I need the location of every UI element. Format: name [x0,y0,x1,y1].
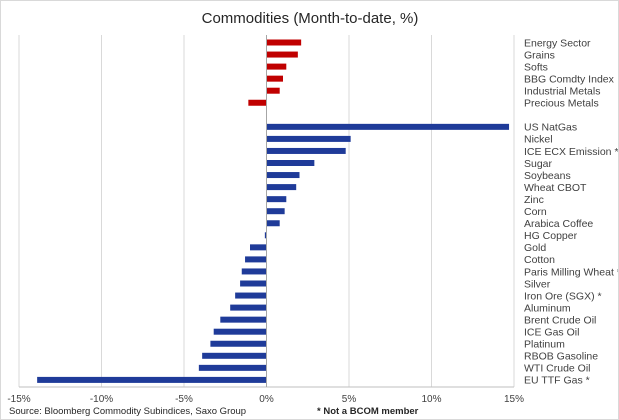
bars [37,39,510,383]
category-label: Sugar [524,158,553,170]
bar [264,232,267,239]
bar [220,316,267,323]
axes: -15% -10% -5% 0% 5% 10% 15% [7,35,524,405]
bar [248,99,267,106]
bar [266,184,297,191]
bar [235,292,267,299]
bar [266,160,315,166]
bar [266,51,298,58]
bar [266,87,280,94]
bar [266,196,287,203]
bar [213,328,267,335]
category-label: WTI Crude Oil [524,363,591,375]
bar [266,135,351,142]
category-label: ICE ECX Emission * [524,146,618,158]
x-tick-label: 10% [421,394,441,405]
category-label: Aluminum [524,302,571,314]
category-label: EU TTF Gas * [524,375,590,387]
category-label: Grains [524,49,555,61]
x-tick-label: -10% [90,394,113,405]
category-label: Cotton [524,254,555,266]
category-label: Nickel [524,134,553,146]
category-label: Precious Metals [524,98,599,110]
category-label: RBOB Gasoline [524,351,598,363]
category-label: Soybeans [524,170,571,182]
bar [266,39,302,46]
category-label: Energy Sector [524,37,591,49]
x-tick-label: 15% [504,394,524,405]
bar [245,256,267,263]
bar [250,244,267,251]
bar [202,352,267,359]
x-tick-label: -15% [7,394,30,405]
category-label: HG Copper [524,230,578,242]
x-tick-label: -5% [175,394,193,405]
category-label: Platinum [524,339,565,351]
category-label: Paris Milling Wheat * [524,266,618,278]
category-label: Iron Ore (SGX) * [524,290,602,302]
bar [266,220,280,227]
category-label: Industrial Metals [524,86,600,98]
category-label: Brent Crude Oil [524,314,596,326]
footer-note: * Not a BCOM member [317,406,419,417]
category-label: Wheat CBOT [524,182,587,194]
bar [198,364,267,371]
footer-source: Source: Bloomberg Commodity Subindices, … [9,406,246,417]
bar [37,376,267,383]
category-label: Softs [524,61,548,73]
category-label: US NatGas [524,122,577,134]
bar [266,172,300,179]
chart-title: Commodities (Month-to-date, %) [202,10,419,27]
x-tick-label: 0% [259,394,274,405]
category-label: Arabica Coffee [524,218,593,230]
bar [210,340,267,347]
category-label: Zinc [524,194,544,206]
bar [266,75,283,82]
bar [240,280,267,287]
category-label: BBG Comdty Index [524,73,615,85]
x-tick-label: 5% [342,394,357,405]
category-label: Gold [524,242,546,254]
bar [241,268,267,275]
category-label: Corn [524,206,547,218]
bar [266,208,285,215]
bar [266,123,510,130]
category-label: ICE Gas Oil [524,327,579,339]
bar [230,304,267,311]
category-label: Silver [524,278,551,290]
bar [266,63,287,70]
bar [266,147,346,154]
